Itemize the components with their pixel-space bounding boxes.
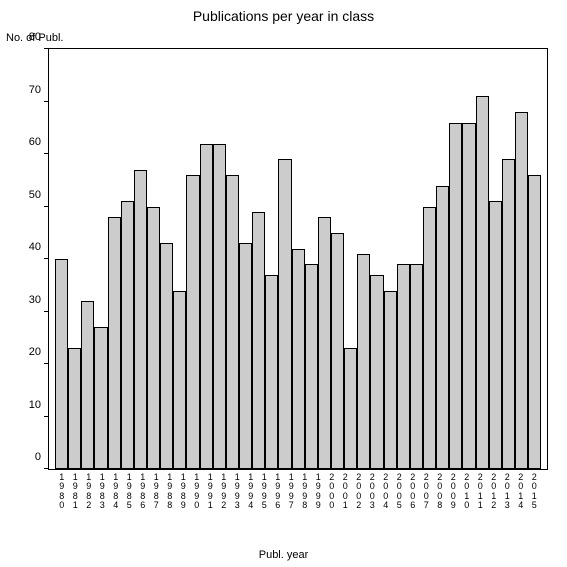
bar xyxy=(200,144,213,470)
bar xyxy=(278,159,291,469)
bar xyxy=(121,201,134,469)
bar xyxy=(252,212,265,469)
bar xyxy=(423,207,436,470)
y-tick-label: 50 xyxy=(29,189,41,201)
x-tick-label: 1995 xyxy=(258,473,272,511)
bar xyxy=(265,275,278,469)
y-tick xyxy=(44,101,49,102)
x-tick-labels: 1980198119821983198419851986198719881989… xyxy=(49,473,547,511)
y-tick xyxy=(44,153,49,154)
x-axis-label: Publ. year xyxy=(0,549,567,561)
y-tick-label: 40 xyxy=(29,241,41,253)
bar xyxy=(410,264,423,469)
x-tick-label: 2001 xyxy=(339,473,353,511)
x-tick-label: 2011 xyxy=(474,473,488,511)
y-tick xyxy=(44,311,49,312)
x-tick-label: 1981 xyxy=(69,473,83,511)
x-tick-label: 1992 xyxy=(217,473,231,511)
bar xyxy=(397,264,410,469)
y-tick-label: 20 xyxy=(29,346,41,358)
x-tick-label: 2007 xyxy=(420,473,434,511)
bar xyxy=(226,175,239,469)
x-tick-label: 1980 xyxy=(55,473,69,511)
x-tick-label: 1986 xyxy=(136,473,150,511)
y-tick-label: 70 xyxy=(29,84,41,96)
y-tick xyxy=(44,468,49,469)
x-tick-label: 2012 xyxy=(487,473,501,511)
y-tick xyxy=(44,258,49,259)
bar xyxy=(318,217,331,469)
bar xyxy=(370,275,383,469)
bar xyxy=(147,207,160,470)
bar xyxy=(68,348,81,469)
bar xyxy=(305,264,318,469)
x-tick-label: 2005 xyxy=(393,473,407,511)
bar xyxy=(357,254,370,469)
bar xyxy=(331,233,344,469)
y-tick-label: 80 xyxy=(29,31,41,43)
x-tick-label: 1999 xyxy=(312,473,326,511)
x-tick-label: 2014 xyxy=(514,473,528,511)
y-tick xyxy=(44,363,49,364)
bar xyxy=(502,159,515,469)
bar xyxy=(528,175,541,469)
bar xyxy=(436,186,449,470)
bar xyxy=(160,243,173,469)
x-tick-label: 2004 xyxy=(379,473,393,511)
bars-group xyxy=(49,49,547,469)
x-tick-label: 1984 xyxy=(109,473,123,511)
chart-container: Publications per year in class No. of Pu… xyxy=(0,0,567,567)
x-tick-label: 1990 xyxy=(190,473,204,511)
x-tick-label: 1988 xyxy=(163,473,177,511)
y-tick xyxy=(44,416,49,417)
x-tick-label: 1996 xyxy=(271,473,285,511)
x-tick-label: 1985 xyxy=(123,473,137,511)
bar xyxy=(239,243,252,469)
bar xyxy=(292,249,305,470)
x-tick-label: 1993 xyxy=(231,473,245,511)
x-tick-label: 1998 xyxy=(298,473,312,511)
x-tick-label: 2008 xyxy=(433,473,447,511)
bar xyxy=(81,301,94,469)
x-tick-label: 2006 xyxy=(406,473,420,511)
x-tick-label: 2003 xyxy=(366,473,380,511)
x-tick-label: 2015 xyxy=(528,473,542,511)
bar xyxy=(384,291,397,470)
y-tick-label: 10 xyxy=(29,399,41,411)
x-tick-label: 1987 xyxy=(150,473,164,511)
x-tick-label: 1989 xyxy=(177,473,191,511)
bar xyxy=(489,201,502,469)
y-tick-label: 60 xyxy=(29,136,41,148)
x-tick-label: 2010 xyxy=(460,473,474,511)
x-tick-label: 1991 xyxy=(204,473,218,511)
x-tick-label: 1994 xyxy=(244,473,258,511)
bar xyxy=(108,217,121,469)
bar xyxy=(476,96,489,469)
bar xyxy=(173,291,186,470)
x-tick-label: 2002 xyxy=(352,473,366,511)
bar xyxy=(134,170,147,469)
bar xyxy=(186,175,199,469)
plot-area: 1980198119821983198419851986198719881989… xyxy=(48,48,548,470)
bar xyxy=(449,123,462,470)
y-tick-label: 0 xyxy=(35,451,41,463)
bar xyxy=(55,259,68,469)
x-tick-label: 2013 xyxy=(501,473,515,511)
chart-title: Publications per year in class xyxy=(0,8,567,24)
bar xyxy=(94,327,107,469)
bar xyxy=(462,123,475,470)
x-tick-label: 2009 xyxy=(447,473,461,511)
y-tick-label: 30 xyxy=(29,294,41,306)
bar xyxy=(213,144,226,470)
y-tick xyxy=(44,48,49,49)
x-tick-label: 1997 xyxy=(285,473,299,511)
x-tick-label: 2000 xyxy=(325,473,339,511)
y-tick xyxy=(44,206,49,207)
x-tick-label: 1983 xyxy=(96,473,110,511)
x-tick-label: 1982 xyxy=(82,473,96,511)
bar xyxy=(344,348,357,469)
bar xyxy=(515,112,528,469)
